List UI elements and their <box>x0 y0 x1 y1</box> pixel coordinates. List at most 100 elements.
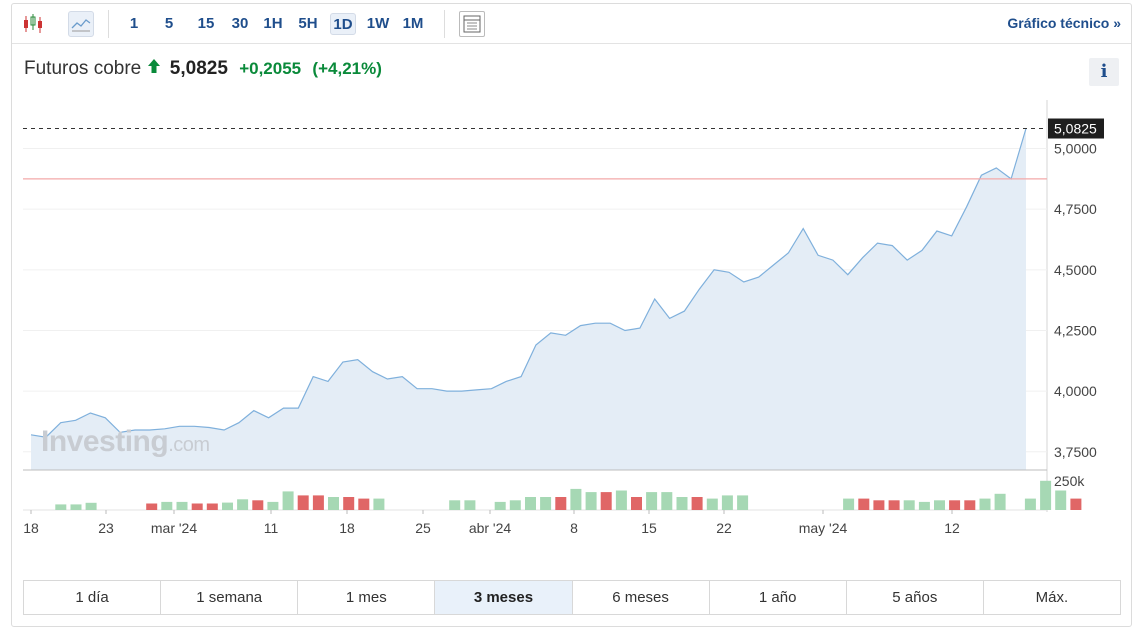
volume-bar <box>706 498 718 510</box>
volume-bar <box>585 492 597 510</box>
volume-bar <box>191 503 203 510</box>
volume-bar <box>646 492 658 510</box>
volume-bar <box>85 502 97 510</box>
volume-bar <box>555 497 567 510</box>
volume-bar <box>979 498 991 510</box>
last-price-badge <box>1048 118 1104 139</box>
x-tick-label: 18 <box>339 520 355 536</box>
volume-bar <box>494 501 506 510</box>
volume-bar <box>1040 480 1052 510</box>
x-tick-label: 25 <box>415 520 431 536</box>
x-tick-label: 22 <box>716 520 732 536</box>
range-button[interactable]: 1 semana <box>161 581 299 614</box>
x-tick-label: 8 <box>570 520 578 536</box>
last-price-badge-label: 5,0825 <box>1054 121 1097 137</box>
volume-bar <box>282 491 294 510</box>
technical-chart-link[interactable]: Gráfico técnico » <box>1007 15 1121 31</box>
volume-bar <box>600 492 612 510</box>
interval-15[interactable]: 15 <box>197 15 215 32</box>
y-tick-label: 4,7500 <box>1054 201 1097 217</box>
volume-bar <box>312 495 324 510</box>
volume-bar <box>676 497 688 510</box>
candlestick-icon[interactable] <box>21 11 47 37</box>
volume-bar <box>237 499 249 510</box>
area-chart-icon[interactable] <box>68 11 94 37</box>
volume-bar <box>843 498 855 510</box>
volume-bar <box>873 500 885 510</box>
volume-bar <box>161 501 173 510</box>
range-button[interactable]: 3 meses <box>435 581 573 614</box>
interval-1m[interactable]: 1M <box>402 15 424 32</box>
volume-bar <box>661 492 673 510</box>
toolbar-divider <box>108 10 109 38</box>
volume-bar <box>949 500 961 510</box>
x-tick-label: 18 <box>23 520 39 536</box>
interval-1[interactable]: 1 <box>129 15 139 32</box>
volume-bar <box>964 500 976 510</box>
toolbar-divider <box>444 10 445 38</box>
volume-bar <box>70 504 82 510</box>
range-button[interactable]: 6 meses <box>573 581 710 614</box>
price-change-percent: (+4,21%) <box>312 59 382 79</box>
info-button[interactable]: i <box>1089 58 1119 86</box>
volume-bar <box>146 503 158 510</box>
price-line <box>30 128 1027 438</box>
watermark-brand: Investing <box>41 425 168 458</box>
interval-5h[interactable]: 5H <box>298 15 318 32</box>
volume-bar <box>858 498 870 510</box>
volume-bar <box>1024 498 1036 510</box>
volume-bar <box>903 500 915 510</box>
chart-widget: 1 5 15 30 1H 5H 1D 1W 1M Gráfico técnico » Futur… <box>11 3 1132 627</box>
volume-bar <box>918 501 930 510</box>
x-tick-label: 15 <box>641 520 657 536</box>
last-price: 5,0825 <box>169 58 228 80</box>
interval-30[interactable]: 30 <box>231 15 249 32</box>
volume-bar <box>888 500 900 510</box>
range-button[interactable]: Máx. <box>1035 589 1069 606</box>
volume-bar <box>994 493 1006 510</box>
volume-bar <box>297 495 309 510</box>
watermark-logo: Investing.com <box>41 425 210 458</box>
x-tick-label: abr '24 <box>469 520 512 536</box>
volume-bar <box>55 504 67 510</box>
volume-bar <box>631 497 642 510</box>
volume-bar <box>737 495 749 510</box>
range-button[interactable]: 5 años <box>847 581 984 614</box>
volume-bar <box>721 495 733 510</box>
interval-1d[interactable]: 1D <box>330 13 356 35</box>
volume-bar <box>525 497 536 510</box>
volume-bar <box>1070 498 1082 510</box>
instrument-name: Futuros cobre <box>24 58 142 80</box>
volume-bar <box>358 498 370 510</box>
x-tick-label: mar '24 <box>151 520 197 536</box>
volume-bar <box>206 503 218 510</box>
arrow-up-icon <box>147 58 161 80</box>
volume-bar <box>373 498 385 510</box>
volume-bar <box>176 501 188 510</box>
volume-bar <box>934 500 945 510</box>
price-chart[interactable]: 5,0000 4,7500 4,5000 4,2500 4,0000 3,7500 5,08… <box>0 0 1142 560</box>
x-tick-label: 23 <box>98 520 114 536</box>
quote-header: Futuros cobre 5,0825 +0,2055 (+4,21%) <box>24 58 382 80</box>
interval-5[interactable]: 5 <box>164 15 174 32</box>
range-button[interactable]: 1 mes <box>298 581 436 614</box>
x-tick-label: 12 <box>944 520 960 536</box>
range-button[interactable]: 1 año <box>710 581 847 614</box>
volume-bar <box>252 500 264 510</box>
volume-bar <box>615 490 627 510</box>
volume-bar <box>267 501 279 510</box>
y-tick-label: 5,0000 <box>1054 141 1097 157</box>
volume-bar <box>343 497 355 510</box>
interval-1w[interactable]: 1W <box>366 15 390 32</box>
volume-bar <box>540 497 552 510</box>
x-tick-label: may '24 <box>799 520 848 536</box>
volume-bar <box>509 500 521 510</box>
price-change: +0,2055 <box>239 59 302 79</box>
range-button[interactable]: 1 día <box>24 581 162 614</box>
interval-1h[interactable]: 1H <box>263 15 283 32</box>
volume-bar <box>570 488 582 510</box>
time-range-selector: 1 día 1 semana 1 mes 3 meses 6 meses 1 año 5 a… <box>23 580 1121 615</box>
layout-icon[interactable] <box>459 11 485 37</box>
y-tick-label: 4,2500 <box>1054 322 1097 338</box>
price-area <box>31 128 1026 470</box>
